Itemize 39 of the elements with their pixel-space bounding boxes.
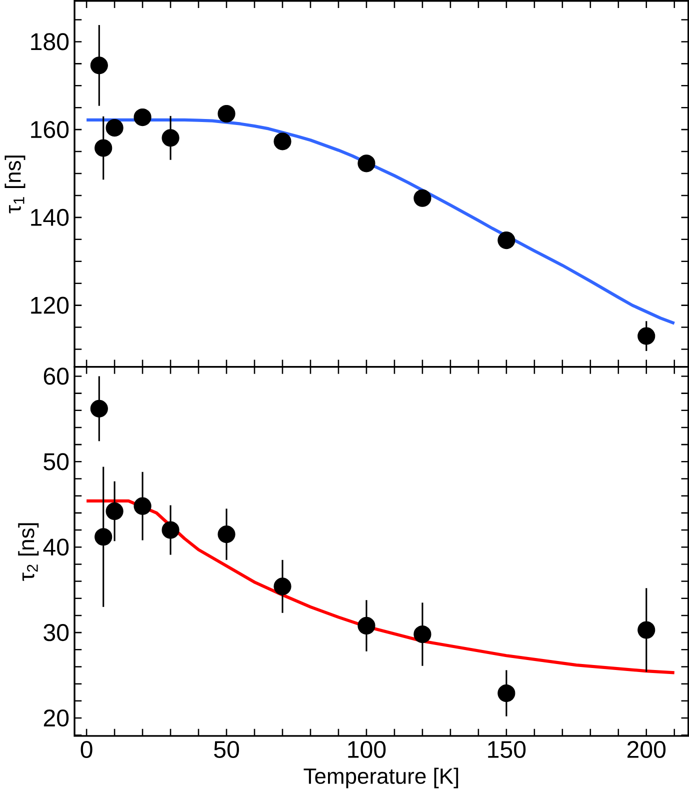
point	[90, 400, 108, 418]
point	[162, 129, 180, 147]
point	[414, 189, 432, 207]
point	[358, 154, 376, 172]
point	[637, 621, 656, 639]
point	[498, 684, 516, 702]
x-axis-title: Temperature [K]	[304, 768, 458, 788]
point	[106, 119, 124, 137]
x-tick-label: 100	[348, 740, 386, 758]
y-tick-label: 140	[31, 208, 68, 226]
point	[358, 616, 376, 635]
point	[637, 327, 656, 345]
point	[94, 528, 112, 546]
x-tick-label: 0	[80, 740, 92, 758]
x-tick-label: 150	[488, 740, 526, 758]
y-tick-label: 160	[31, 121, 68, 138]
point	[162, 521, 180, 539]
y-tick-label: 50	[44, 453, 68, 470]
y-axis-title: τ$_{1}$ [ns]	[4, 156, 26, 214]
point	[414, 625, 432, 644]
y-tick-label: 180	[31, 33, 68, 50]
point	[106, 502, 124, 520]
point	[94, 139, 112, 157]
y-tick-label: 120	[31, 296, 68, 314]
point	[218, 526, 236, 544]
point	[274, 578, 292, 596]
point	[274, 132, 292, 150]
y-axis-title: τ$_{2}$ [ns]	[18, 523, 39, 581]
y-tick-label: 40	[43, 538, 68, 556]
y-tick-label: 30	[44, 624, 68, 642]
x-tick-label: 200	[627, 740, 666, 758]
point	[90, 56, 108, 74]
y-tick-label: 20	[44, 709, 68, 727]
y-tick-label: 60	[44, 368, 68, 385]
x-tick-label: 50	[214, 740, 239, 758]
point	[498, 231, 516, 250]
point	[218, 104, 236, 123]
point	[134, 497, 152, 515]
point	[134, 108, 152, 126]
